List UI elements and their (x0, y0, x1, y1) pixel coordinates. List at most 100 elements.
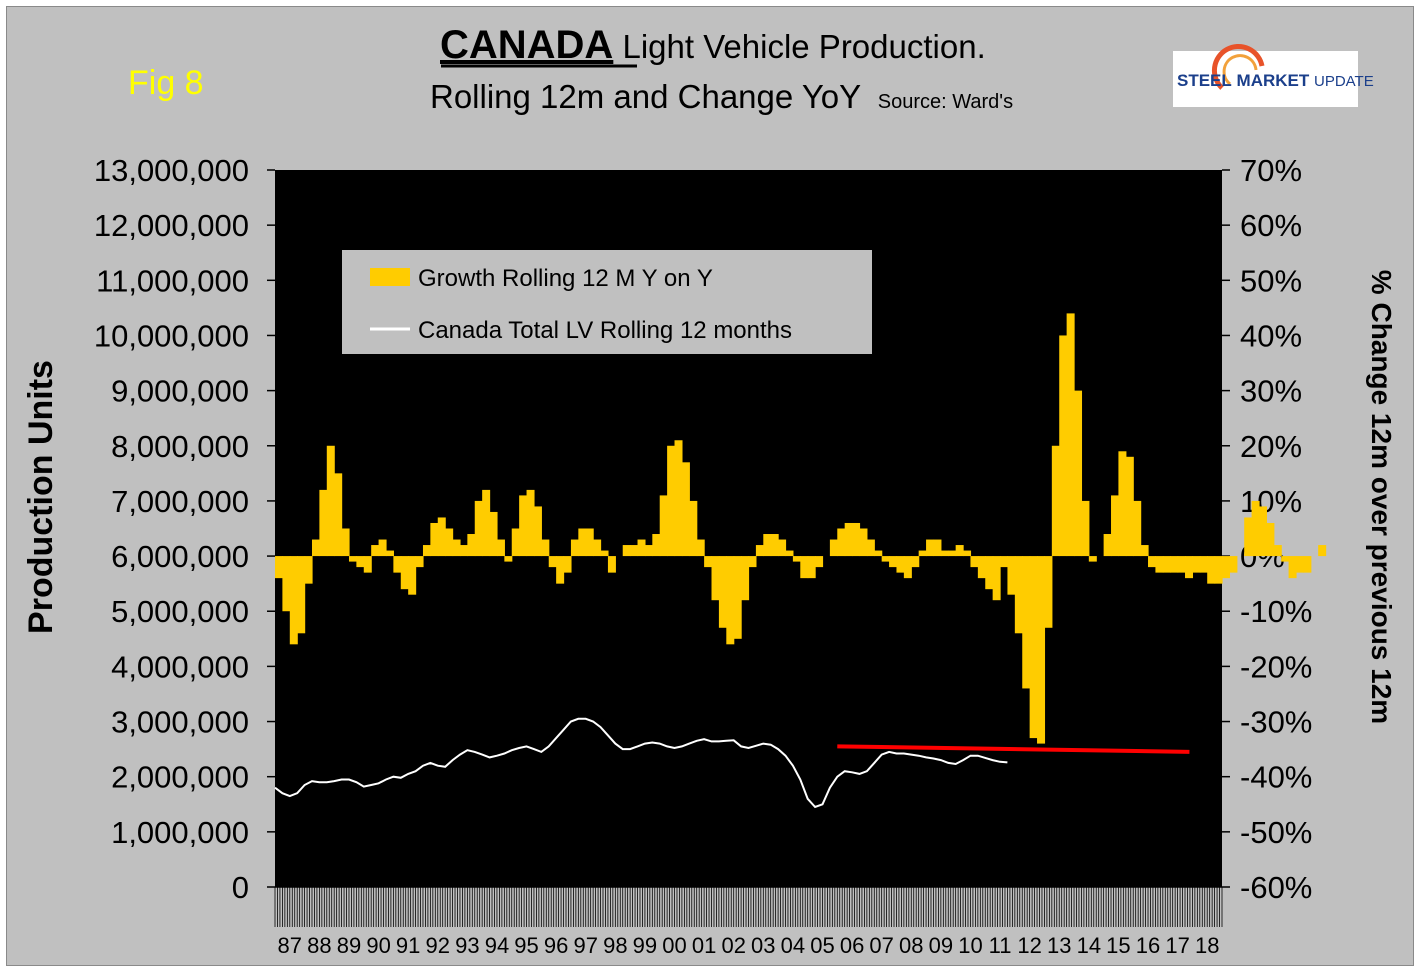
growth-bar (741, 556, 750, 601)
growth-bar (348, 556, 357, 562)
growth-bar (570, 539, 579, 557)
left-tick-label: 12,000,000 (94, 208, 249, 243)
chart-title-main: CANADA (440, 23, 613, 67)
x-tick-label: 87 (278, 933, 302, 958)
growth-bar (696, 539, 705, 557)
growth-bar (644, 545, 653, 557)
right-tick-label: 70% (1240, 153, 1302, 188)
growth-bar (659, 495, 668, 557)
left-tick-label: 4,000,000 (111, 649, 249, 684)
growth-bar (1222, 556, 1230, 579)
growth-bar (311, 539, 320, 557)
x-tick-label: 90 (366, 933, 390, 958)
brand-logo: STEEL MARKET UPDATE (1173, 44, 1374, 107)
legend-box (342, 250, 872, 354)
growth-bar (282, 556, 291, 612)
x-tick-label: 15 (1106, 933, 1130, 958)
growth-bar (896, 556, 905, 573)
right-tick-label: -30% (1240, 705, 1312, 740)
growth-bar (733, 556, 742, 639)
x-axis: 87 88 89 90 91 92 93 94 95 96 97 98 99 00 01 02 03 04 05 06… (274, 886, 1223, 958)
growth-bar (1258, 506, 1267, 557)
growth-bar (1251, 500, 1260, 557)
growth-bar (1214, 556, 1223, 584)
growth-bar (607, 556, 616, 573)
growth-bar (955, 545, 964, 557)
growth-bar (889, 556, 898, 568)
legend: Growth Rolling 12 M Y on Y Canada Total … (342, 250, 872, 354)
y-axis-left: 0 1,000,000 2,000,000 3,000,000 4,000,000 5,0… (94, 153, 275, 905)
growth-bar (415, 556, 424, 568)
x-tick-label: 97 (573, 933, 597, 958)
x-tick-label: 88 (307, 933, 331, 958)
growth-bar (963, 550, 972, 557)
right-tick-label: -20% (1240, 649, 1312, 684)
growth-bar (1111, 495, 1120, 557)
growth-bar (1051, 445, 1060, 557)
growth-bar (1133, 500, 1142, 557)
growth-bar (1244, 517, 1253, 557)
legend-swatch-growth (370, 268, 410, 286)
right-tick-label: -10% (1240, 594, 1312, 629)
growth-bar (1000, 556, 1009, 568)
left-tick-label: 6,000,000 (111, 539, 249, 574)
growth-bar (363, 556, 372, 573)
growth-bar (1125, 456, 1134, 557)
growth-bar (1273, 545, 1282, 557)
growth-bar (341, 528, 350, 557)
growth-bar (1066, 313, 1075, 557)
growth-bar (622, 545, 631, 557)
brand-logo-update: UPDATE (1314, 73, 1374, 90)
right-tick-label: 30% (1240, 374, 1302, 409)
trend-line (837, 744, 1190, 754)
growth-bar (711, 556, 720, 601)
growth-bar (326, 445, 335, 557)
growth-bar (385, 550, 394, 557)
growth-bar (504, 556, 513, 562)
growth-bar (482, 489, 491, 557)
growth-bar (496, 539, 505, 557)
growth-bar (430, 522, 439, 557)
x-tick-label: 11 (989, 933, 1012, 958)
production-line (274, 717, 1008, 809)
growth-bar (1155, 556, 1164, 573)
x-tick-label: 09 (929, 933, 953, 958)
growth-bar (393, 556, 402, 573)
x-tick-label: 01 (692, 933, 716, 958)
growth-bar (1081, 500, 1090, 557)
growth-bar (289, 556, 298, 645)
x-tick-label: 92 (426, 933, 450, 958)
right-tick-label: 60% (1240, 208, 1302, 243)
growth-bar (541, 539, 550, 557)
growth-bar (600, 550, 609, 557)
growth-bar (792, 556, 801, 562)
brand-logo-market: MARKET (1237, 71, 1310, 90)
growth-bar (1044, 556, 1053, 628)
right-tick-label: 10% (1240, 484, 1302, 519)
growth-bar (408, 556, 417, 595)
growth-bar (844, 522, 853, 557)
growth-bar (689, 500, 698, 557)
growth-bar (911, 556, 920, 568)
growth-bar (1007, 556, 1016, 595)
growth-bar (1140, 545, 1149, 557)
growth-bar (1295, 556, 1304, 573)
growth-bar (874, 550, 883, 557)
growth-bar (371, 545, 380, 557)
x-tick-label: 03 (751, 933, 775, 958)
growth-bar (940, 550, 949, 557)
left-tick-label: 10,000,000 (94, 318, 249, 353)
growth-bar (1207, 556, 1216, 584)
growth-bar (526, 489, 535, 557)
left-tick-label: 11,000,000 (96, 263, 249, 298)
growth-bar (400, 556, 409, 590)
brand-logo-swoosh-2 (1222, 54, 1258, 86)
x-tick-label: 98 (603, 933, 627, 958)
growth-bar (489, 511, 498, 557)
right-tick-label: 50% (1240, 263, 1302, 298)
growth-bar (593, 539, 602, 557)
growth-bar (422, 545, 431, 557)
growth-bar (519, 495, 528, 557)
growth-bar (985, 556, 994, 590)
growth-bar (533, 506, 542, 557)
